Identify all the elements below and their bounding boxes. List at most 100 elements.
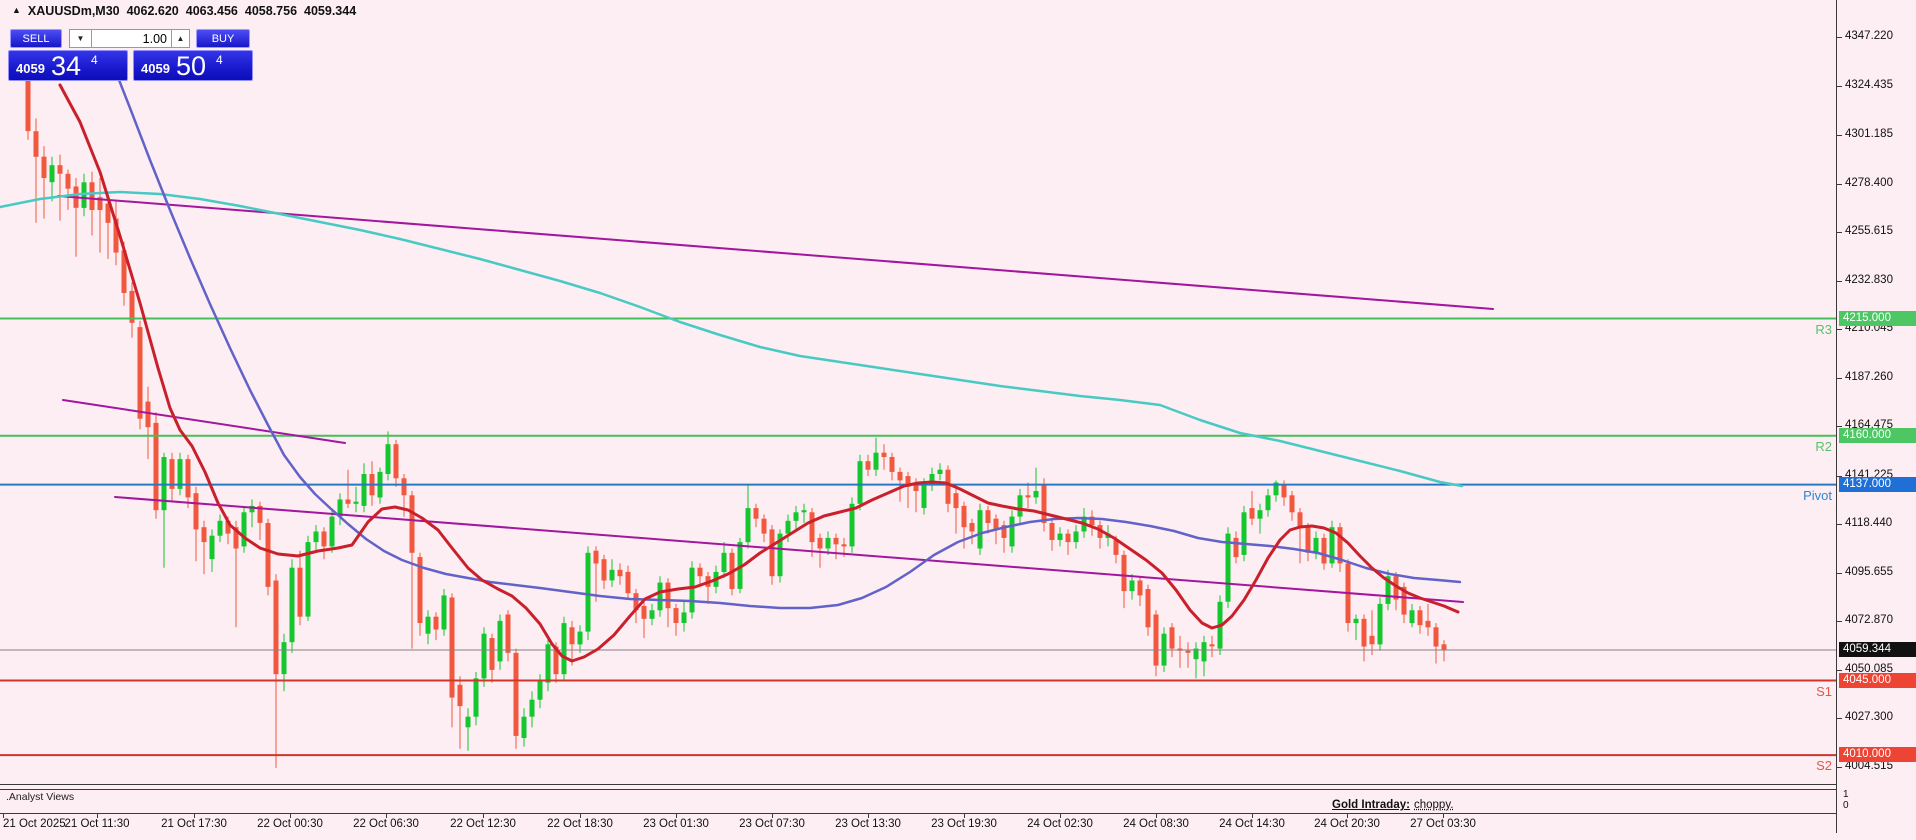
chart-title-line: ▲ XAUUSDm,M30 4062.620 4063.456 4058.756… <box>12 4 356 18</box>
price-axis-label: 4095.655 <box>1845 566 1893 578</box>
price-axis-label: 4187.260 <box>1845 371 1893 383</box>
time-axis-label: 24 Oct 20:30 <box>1314 818 1380 830</box>
time-axis-tick <box>772 814 773 818</box>
price-axis-tick <box>1836 476 1842 477</box>
time-axis-tick <box>868 814 869 818</box>
time-axis-label: 24 Oct 14:30 <box>1219 818 1285 830</box>
price-axis-tick <box>1836 426 1842 427</box>
quote-low: 4058.756 <box>244 4 298 18</box>
chevron-up-icon: ▲ <box>176 34 185 43</box>
price-axis-tick <box>1836 621 1842 622</box>
time-axis-tick <box>1443 814 1444 818</box>
time-axis-tick <box>676 814 677 818</box>
time-axis-tick <box>1060 814 1061 818</box>
price-axis-tick <box>1836 184 1842 185</box>
price-axis-tick <box>1836 524 1842 525</box>
analyst-note-value[interactable]: choppy. <box>1414 799 1454 811</box>
time-axis-label: 23 Oct 01:30 <box>643 818 709 830</box>
time-axis-label: 21 Oct 11:30 <box>64 818 130 830</box>
price-axis-separator <box>1836 0 1837 833</box>
time-axis-tick <box>290 814 291 818</box>
price-axis-tick <box>1836 37 1842 38</box>
analyst-note-title[interactable]: Gold Intraday: <box>1332 799 1410 811</box>
price-axis-label: 4301.185 <box>1845 128 1893 140</box>
price-axis-tick <box>1836 329 1842 330</box>
price-axis-label: 4232.830 <box>1845 274 1893 286</box>
sell-price-big: 34 <box>51 51 82 81</box>
time-axis-tick <box>194 814 195 818</box>
time-axis-tick <box>483 814 484 818</box>
quote-open: 4062.620 <box>126 4 179 18</box>
sell-button[interactable]: SELL <box>10 29 62 48</box>
volume-increase-button[interactable]: ▲ <box>171 29 190 48</box>
chevron-down-icon: ▼ <box>76 34 85 43</box>
time-axis-tick <box>1347 814 1348 818</box>
current-price-badge: 4059.344 <box>1839 642 1916 657</box>
subwindow-top-border <box>0 789 1837 790</box>
price-axis-label: 4324.435 <box>1845 79 1893 91</box>
buy-price-prefix: 4059 <box>141 61 170 76</box>
level-name-label[interactable]: S2 <box>1816 758 1832 773</box>
time-axis-tick <box>3 814 4 818</box>
time-axis-label: 23 Oct 19:30 <box>931 818 997 830</box>
level-price-badge: 4215.000 <box>1839 311 1916 326</box>
level-name-label[interactable]: R3 <box>1815 322 1832 337</box>
time-axis-tick <box>1156 814 1157 818</box>
time-axis-tick <box>386 814 387 818</box>
time-axis-label: 21 Oct 2025 <box>3 818 66 830</box>
price-axis-tick <box>1836 281 1842 282</box>
time-axis-label: 27 Oct 03:30 <box>1410 818 1476 830</box>
sell-price-pip: 4 <box>91 53 98 67</box>
symbol-period-label: XAUUSDm,M30 <box>27 4 120 18</box>
time-axis-label: 24 Oct 08:30 <box>1123 818 1189 830</box>
price-axis-label: 4004.515 <box>1845 760 1893 772</box>
price-axis-label: 4118.440 <box>1845 517 1893 529</box>
time-axis-tick <box>97 814 98 818</box>
volume-decrease-button[interactable]: ▼ <box>69 29 92 48</box>
time-axis-tick <box>1252 814 1253 818</box>
buy-price-panel[interactable]: 4059 50 4 <box>133 50 253 81</box>
quote-high: 4063.456 <box>185 4 238 18</box>
buy-price-pip: 4 <box>216 53 223 67</box>
price-axis-tick <box>1836 232 1842 233</box>
price-axis-label: 4027.300 <box>1845 711 1893 723</box>
price-axis-tick <box>1836 718 1842 719</box>
buy-button[interactable]: BUY <box>196 29 250 48</box>
price-axis-tick <box>1836 135 1842 136</box>
subwindow-scale-min: 0 <box>1843 800 1849 811</box>
quote-close: 4059.344 <box>304 4 357 18</box>
price-axis-tick <box>1836 86 1842 87</box>
price-axis-label: 4255.615 <box>1845 225 1893 237</box>
level-name-label[interactable]: Pivot <box>1803 488 1832 503</box>
price-axis-label: 4278.400 <box>1845 177 1893 189</box>
price-axis-tick <box>1836 670 1842 671</box>
subwindow-bottom-border <box>0 813 1837 814</box>
chart-subwindow-separator[interactable] <box>0 784 1837 785</box>
price-axis-tick <box>1836 573 1842 574</box>
time-axis-label: 23 Oct 07:30 <box>739 818 805 830</box>
sell-price-panel[interactable]: 4059 34 4 <box>8 50 128 81</box>
level-name-label[interactable]: R2 <box>1815 439 1832 454</box>
price-axis-tick <box>1836 767 1842 768</box>
level-price-badge: 4045.000 <box>1839 673 1916 688</box>
time-axis-label: 21 Oct 17:30 <box>161 818 227 830</box>
time-axis-tick <box>964 814 965 818</box>
time-axis-label: 24 Oct 02:30 <box>1027 818 1093 830</box>
price-axis-label: 4050.085 <box>1845 663 1893 675</box>
price-axis-label: 4072.870 <box>1845 614 1893 626</box>
candlestick-chart[interactable] <box>0 0 1836 785</box>
sell-price-prefix: 4059 <box>16 61 45 76</box>
order-controls-row: SELL ▼ ▲ BUY <box>8 27 258 48</box>
price-axis-tick <box>1836 378 1842 379</box>
time-axis-tick <box>580 814 581 818</box>
level-price-badge: 4010.000 <box>1839 747 1916 762</box>
volume-input[interactable] <box>92 29 171 48</box>
time-axis-label: 22 Oct 18:30 <box>547 818 613 830</box>
level-price-badge: 4137.000 <box>1839 477 1916 492</box>
subwindow-scale-max: 1 <box>1843 789 1849 800</box>
symbol-marker-icon: ▲ <box>12 5 21 15</box>
price-axis-label: 4347.220 <box>1845 30 1893 42</box>
time-axis-label: 22 Oct 12:30 <box>450 818 516 830</box>
level-name-label[interactable]: S1 <box>1816 684 1832 699</box>
